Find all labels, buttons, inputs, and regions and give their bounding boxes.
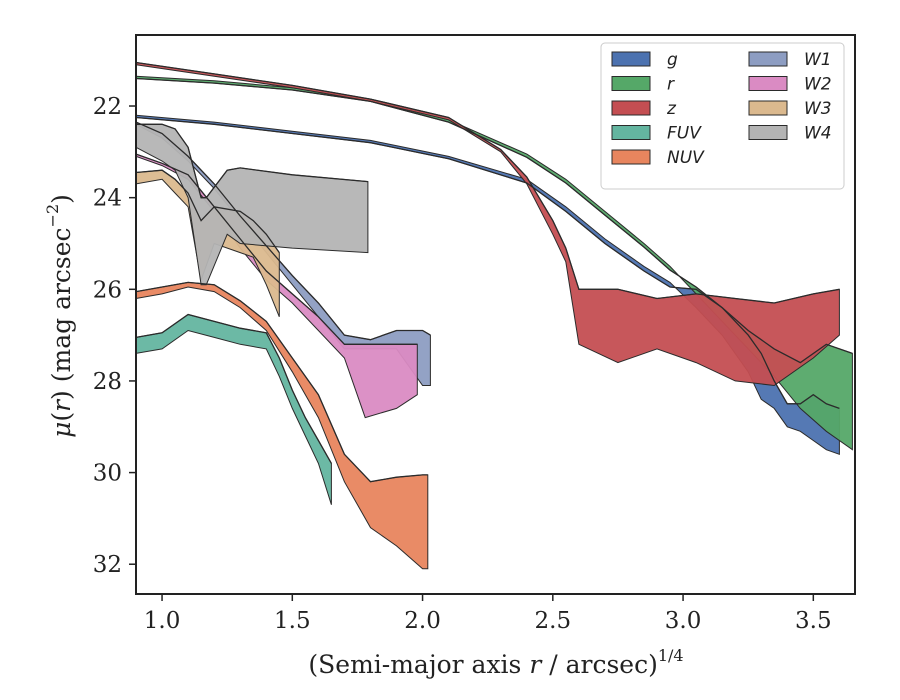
y-axis-ticks: 22 24 26 28 30 32 <box>93 94 136 578</box>
legend-label-w4: W4 <box>804 124 832 144</box>
legend-swatch-w2 <box>748 76 788 91</box>
legend-swatch-nuv <box>611 149 651 165</box>
legend-label-w1: W1 <box>804 50 832 70</box>
x-tick-label: 1.0 <box>144 608 181 634</box>
y-tick-label: 22 <box>93 94 122 120</box>
series-ridge-r <box>136 77 853 364</box>
legend-label-fuv: FUV <box>667 124 702 144</box>
x-tick-label: 2.0 <box>404 608 441 634</box>
series-ridge-w3 <box>136 169 280 253</box>
legend-label-w3: W3 <box>804 99 832 119</box>
series-ridge-w4 <box>136 123 368 199</box>
series-ridge-nuv <box>136 281 428 483</box>
legend-label-g: g <box>667 50 678 70</box>
series-bands <box>136 61 853 570</box>
x-tick-label: 1.5 <box>274 608 311 634</box>
legend-label-w2: W2 <box>804 75 832 95</box>
legend-swatch-r <box>611 76 651 91</box>
y-tick-label: 32 <box>93 552 122 578</box>
series-ridge-z <box>136 61 840 304</box>
legend-swatch-z <box>611 100 651 116</box>
legend-label-nuv: NUV <box>667 148 705 168</box>
legend-label-r: r <box>667 75 675 95</box>
y-tick-label: 30 <box>93 461 122 487</box>
series-ridge-g <box>136 116 840 410</box>
y-axis-title: μ(r) (mag arcsec−2) <box>43 194 76 438</box>
legend-swatch-w4 <box>748 125 788 140</box>
legend-swatch-w3 <box>748 100 788 116</box>
x-axis-title: (Semi-major axis r / arcsec)1/4 <box>308 646 683 679</box>
legend-swatch-w1 <box>748 51 788 67</box>
x-tick-label: 3.0 <box>665 608 702 634</box>
legend: grz FUV NUV W1 W2 W3 W4 <box>600 42 845 190</box>
y-tick-label: 28 <box>93 369 122 395</box>
x-axis-ticks: 1.0 1.5 2.0 2.5 3.0 3.5 <box>144 594 832 634</box>
series-ridge-w1 <box>136 121 431 341</box>
series-ridge-w2 <box>136 153 418 345</box>
x-tick-label: 2.5 <box>535 608 572 634</box>
y-tick-label: 24 <box>93 186 122 212</box>
legend-swatch-g <box>611 51 651 67</box>
y-tick-label: 26 <box>93 277 122 303</box>
x-tick-label: 3.5 <box>795 608 832 634</box>
legend-swatch-fuv <box>611 125 651 140</box>
series-ridge-lines <box>136 61 853 483</box>
legend-label-z: z <box>666 99 677 119</box>
plot-frame <box>135 34 856 595</box>
series-ridge-fuv <box>136 313 332 464</box>
